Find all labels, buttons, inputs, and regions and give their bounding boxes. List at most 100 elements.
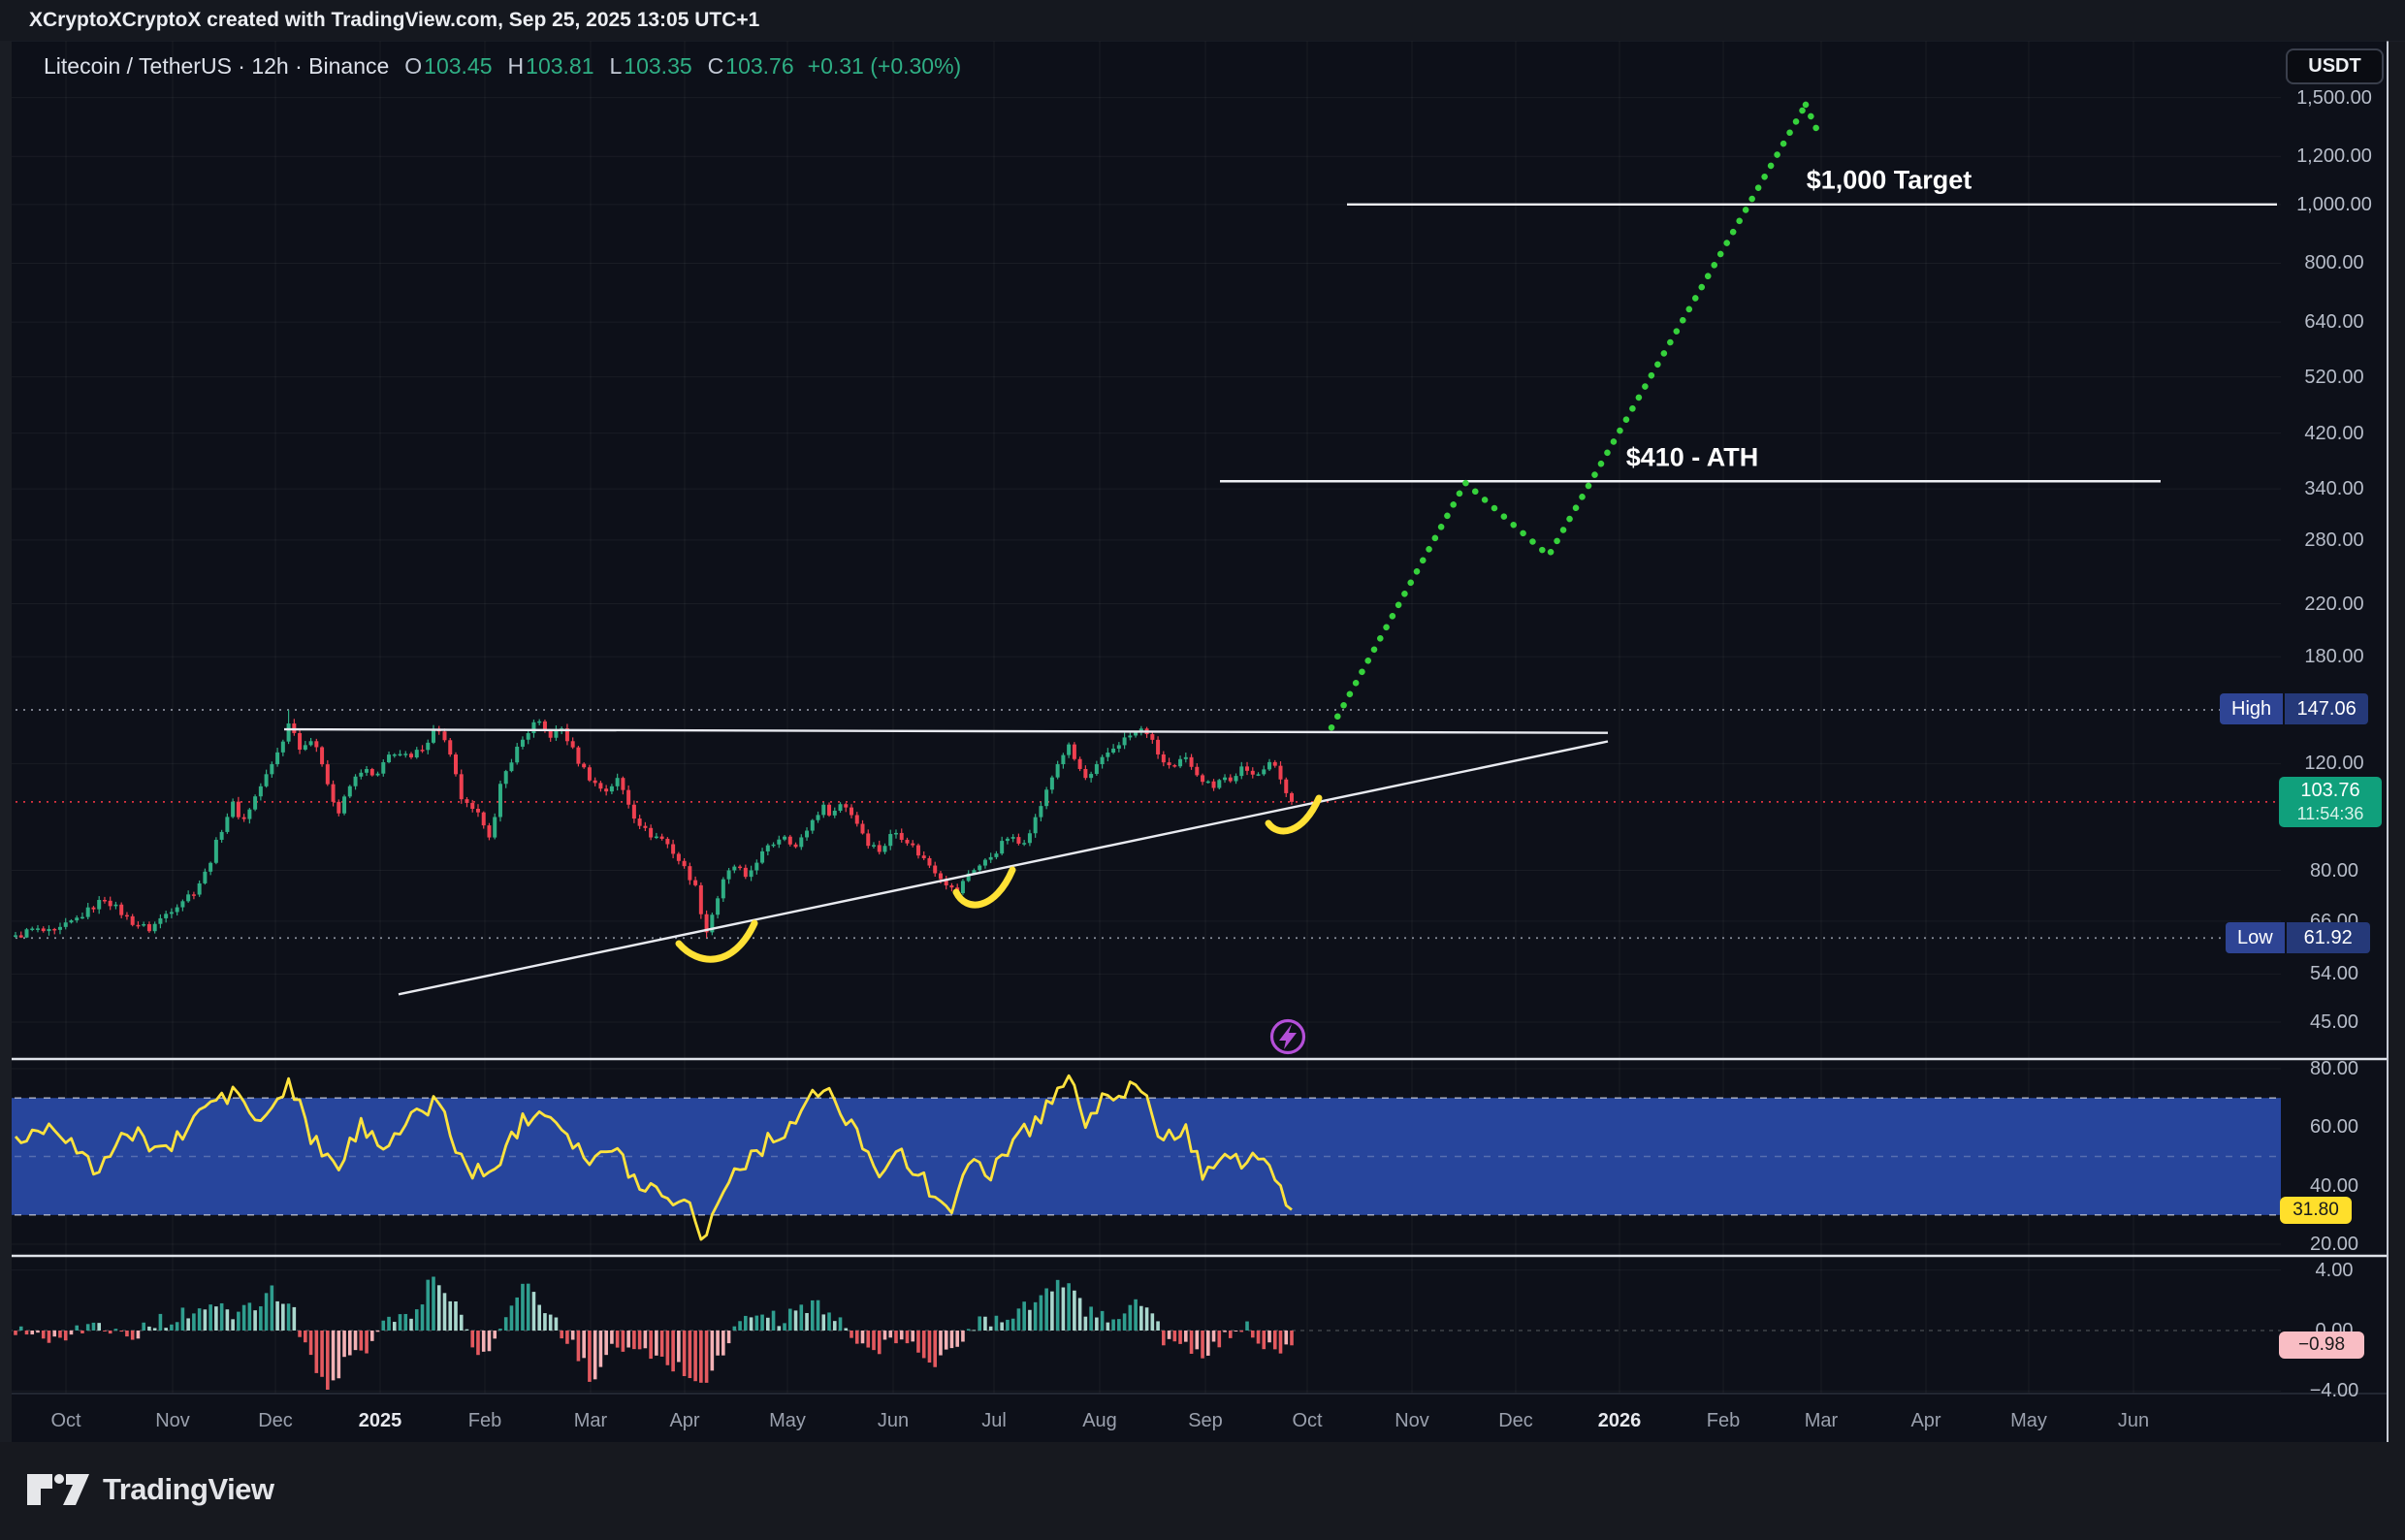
price-tick-label: 1,500.00 bbox=[2296, 86, 2372, 109]
candle-body bbox=[854, 815, 859, 824]
candle-body bbox=[704, 914, 709, 933]
macd-bar bbox=[810, 1299, 815, 1331]
brush-arc-annotation[interactable] bbox=[1265, 794, 1323, 835]
last-price-value: 103.76 bbox=[2300, 780, 2360, 801]
candle-body bbox=[203, 871, 208, 883]
macd-bar bbox=[716, 1331, 720, 1356]
month-axis-label: Apr bbox=[669, 1410, 700, 1431]
candle-body bbox=[236, 801, 240, 818]
macd-bar bbox=[158, 1313, 163, 1331]
macd-bar bbox=[426, 1279, 431, 1331]
macd-bar bbox=[799, 1304, 804, 1331]
support-trendline[interactable] bbox=[398, 740, 1609, 996]
tradingview-logo[interactable]: TradingView bbox=[27, 1472, 274, 1507]
macd-bar bbox=[170, 1324, 174, 1331]
macd-bar bbox=[381, 1320, 386, 1331]
candle-body bbox=[615, 778, 620, 786]
macd-bar bbox=[175, 1322, 179, 1331]
projection-dotted-path[interactable] bbox=[1328, 101, 1810, 731]
candle-body bbox=[515, 746, 520, 763]
macd-bar bbox=[693, 1331, 697, 1382]
candle-body bbox=[960, 881, 965, 894]
candle-body bbox=[158, 917, 163, 924]
candle-body bbox=[877, 845, 882, 852]
macd-bar bbox=[113, 1329, 118, 1331]
macd-bar bbox=[1172, 1331, 1177, 1342]
macd-bar bbox=[91, 1322, 96, 1331]
macd-bar bbox=[85, 1324, 90, 1331]
candle-body bbox=[866, 833, 871, 847]
macd-bar bbox=[197, 1308, 202, 1331]
target-annotation[interactable]: $1,000 Target bbox=[1806, 165, 1972, 195]
macd-bar bbox=[593, 1331, 597, 1380]
lightning-marker-circle[interactable] bbox=[1269, 1018, 1306, 1055]
candle-body bbox=[359, 772, 364, 777]
macd-bar bbox=[1067, 1283, 1071, 1331]
macd-bar bbox=[732, 1326, 737, 1331]
candle-body bbox=[871, 845, 876, 847]
macd-bar bbox=[832, 1321, 837, 1331]
rsi-tick-label: 60.00 bbox=[2309, 1116, 2359, 1139]
macd-bar bbox=[1089, 1306, 1093, 1331]
candle-body bbox=[275, 752, 280, 765]
candle-body bbox=[643, 825, 648, 828]
symbol-info-bar[interactable]: Litecoin / TetherUS · 12h · Binance O 103… bbox=[44, 51, 961, 80]
month-axis-label: Feb bbox=[1706, 1410, 1741, 1431]
candle-body bbox=[899, 832, 904, 840]
macd-bar bbox=[637, 1331, 642, 1350]
macd-bar bbox=[314, 1331, 319, 1373]
price-tick-label: 1,200.00 bbox=[2296, 145, 2372, 168]
candle-body bbox=[241, 817, 246, 819]
ath-annotation[interactable]: $410 - ATH bbox=[1625, 442, 1759, 472]
macd-bar bbox=[365, 1331, 369, 1354]
macd-bar bbox=[1083, 1316, 1088, 1331]
candle-body bbox=[481, 812, 486, 826]
rsi-band bbox=[0, 1098, 2281, 1215]
candle-body bbox=[414, 750, 419, 757]
currency-toggle-button[interactable]: USDT bbox=[2286, 48, 2384, 84]
candle-body bbox=[52, 928, 57, 931]
macd-bar bbox=[1061, 1287, 1066, 1331]
brush-arc-annotation[interactable] bbox=[952, 866, 1016, 909]
candle-body bbox=[231, 801, 236, 818]
candle-body bbox=[732, 866, 737, 871]
candle-body bbox=[698, 884, 703, 914]
candle-body bbox=[570, 741, 575, 748]
macd-bar bbox=[69, 1331, 74, 1335]
macd-bar bbox=[1217, 1331, 1222, 1348]
macd-bar bbox=[1189, 1331, 1194, 1354]
macd-bar bbox=[610, 1331, 614, 1344]
lightning-bolt-icon bbox=[1279, 1024, 1297, 1049]
candle-body bbox=[80, 916, 84, 919]
macd-bar bbox=[777, 1326, 782, 1331]
open-value: 103.45 bbox=[424, 52, 493, 79]
macd-bar bbox=[1000, 1322, 1004, 1331]
candle-body bbox=[832, 810, 837, 816]
candle-body bbox=[325, 764, 330, 785]
candle-body bbox=[1156, 739, 1161, 754]
resistance-trendline[interactable] bbox=[283, 727, 1609, 734]
macd-bar bbox=[1272, 1331, 1277, 1350]
candle-body bbox=[247, 809, 252, 819]
candle-body bbox=[470, 802, 475, 809]
candle-body bbox=[175, 907, 179, 913]
candle-body bbox=[765, 845, 770, 851]
candle-body bbox=[1205, 781, 1210, 784]
low-value: 103.35 bbox=[624, 52, 692, 79]
macd-bar bbox=[164, 1328, 168, 1331]
macd-bar bbox=[704, 1331, 709, 1383]
candle-body bbox=[1239, 766, 1244, 777]
price-tick-label: 420.00 bbox=[2304, 422, 2364, 444]
macd-bar bbox=[682, 1331, 687, 1377]
symbol-title[interactable]: Litecoin / TetherUS · 12h · Binance bbox=[44, 52, 390, 79]
brush-arc-annotation[interactable] bbox=[675, 919, 758, 963]
macd-bar bbox=[298, 1331, 302, 1337]
candle-body bbox=[821, 804, 826, 816]
candle-body bbox=[1106, 753, 1110, 757]
macd-bar bbox=[805, 1312, 809, 1331]
candle-body bbox=[1138, 728, 1143, 732]
candle-body bbox=[146, 924, 151, 932]
macd-bar bbox=[1050, 1291, 1054, 1331]
macd-bar bbox=[1223, 1331, 1227, 1332]
